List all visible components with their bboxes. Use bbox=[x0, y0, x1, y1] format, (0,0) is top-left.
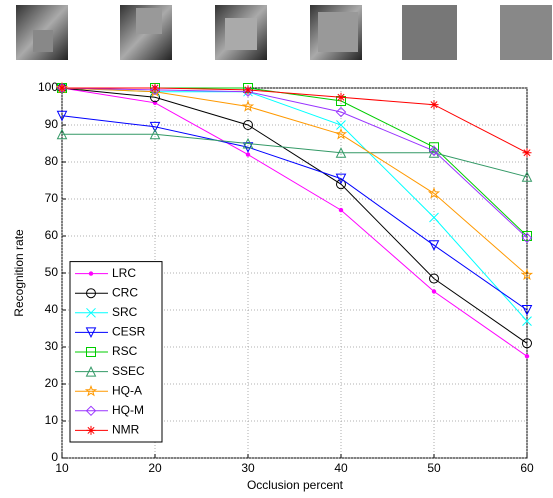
x-tick-label: 30 bbox=[241, 461, 255, 475]
legend-label: HQ-M bbox=[112, 403, 144, 417]
marker bbox=[86, 425, 96, 435]
legend-label: RSC bbox=[112, 344, 138, 358]
marker bbox=[522, 338, 532, 349]
series-line bbox=[62, 133, 528, 178]
series-line bbox=[61, 87, 528, 276]
x-tick-label: 20 bbox=[148, 461, 162, 475]
marker bbox=[86, 307, 96, 318]
marker bbox=[88, 271, 94, 276]
marker bbox=[335, 106, 347, 118]
marker bbox=[336, 179, 346, 190]
y-tick-label: 60 bbox=[45, 228, 59, 242]
marker bbox=[429, 212, 439, 223]
series-line bbox=[61, 115, 528, 311]
occlusion-patch bbox=[136, 8, 162, 34]
marker bbox=[150, 83, 160, 93]
occlusion-patch bbox=[318, 12, 358, 52]
marker bbox=[241, 99, 255, 112]
y-tick-label: 30 bbox=[45, 339, 59, 353]
marker bbox=[429, 273, 439, 284]
marker bbox=[524, 354, 530, 359]
y-axis-label: Recognition rate bbox=[12, 229, 26, 317]
face-thumbnails bbox=[16, 5, 552, 60]
marker bbox=[521, 305, 533, 316]
marker bbox=[242, 142, 254, 153]
marker bbox=[521, 171, 533, 182]
series-line bbox=[62, 87, 528, 154]
legend-label: NMR bbox=[112, 423, 140, 437]
marker bbox=[428, 240, 440, 251]
y-tick-label: 90 bbox=[45, 117, 59, 131]
marker bbox=[86, 288, 96, 299]
marker bbox=[336, 120, 346, 130]
y-tick-label: 0 bbox=[51, 450, 58, 464]
x-tick-label: 50 bbox=[427, 461, 441, 475]
marker bbox=[56, 128, 68, 140]
x-axis-label: Occlusion percent bbox=[247, 478, 344, 492]
legend-label: SSEC bbox=[112, 364, 145, 378]
legend-label: CRC bbox=[112, 285, 138, 299]
marker bbox=[56, 110, 68, 122]
marker bbox=[149, 128, 161, 140]
legend-label: CESR bbox=[112, 325, 146, 339]
marker bbox=[520, 268, 534, 281]
series-line bbox=[61, 87, 528, 344]
face-image bbox=[402, 5, 457, 60]
legend: LRC CRC SRC CESR RSC SSEC HQ-A HQ-M NMR bbox=[69, 261, 163, 443]
x-tick-label: 40 bbox=[334, 461, 348, 475]
marker bbox=[149, 121, 161, 133]
marker bbox=[86, 347, 96, 357]
marker bbox=[427, 187, 441, 199]
y-tick-label: 40 bbox=[45, 302, 59, 316]
marker bbox=[335, 173, 347, 185]
marker bbox=[245, 152, 251, 157]
marker bbox=[57, 83, 67, 93]
series-line bbox=[61, 87, 528, 357]
marker bbox=[57, 83, 67, 93]
x-tick-label: 60 bbox=[520, 461, 534, 475]
legend-label: LRC bbox=[112, 266, 136, 280]
marker bbox=[85, 327, 97, 339]
marker bbox=[431, 289, 437, 294]
legend-label: HQ-A bbox=[112, 383, 142, 397]
y-tick-label: 70 bbox=[45, 191, 59, 205]
marker bbox=[85, 405, 97, 417]
y-tick-label: 80 bbox=[45, 154, 59, 168]
marker bbox=[336, 92, 346, 102]
marker bbox=[522, 316, 532, 326]
marker bbox=[84, 384, 98, 397]
occlusion-patch bbox=[33, 30, 53, 52]
y-tick-label: 100 bbox=[38, 80, 58, 94]
marker bbox=[429, 100, 439, 110]
marker bbox=[243, 85, 253, 95]
marker bbox=[522, 148, 532, 158]
marker bbox=[334, 127, 348, 140]
marker bbox=[243, 120, 253, 130]
marker bbox=[521, 232, 533, 244]
marker bbox=[338, 207, 344, 213]
y-tick-label: 20 bbox=[45, 376, 59, 390]
occlusion-patch bbox=[225, 18, 257, 50]
marker bbox=[428, 145, 440, 157]
x-tick-label: 10 bbox=[55, 461, 69, 475]
y-tick-label: 50 bbox=[45, 265, 59, 279]
marker bbox=[335, 147, 347, 158]
marker bbox=[85, 365, 97, 377]
y-tick-label: 10 bbox=[45, 413, 59, 427]
marker bbox=[242, 137, 254, 149]
face-image bbox=[500, 5, 552, 60]
series-line bbox=[61, 87, 528, 239]
legend-label: SRC bbox=[112, 305, 138, 319]
